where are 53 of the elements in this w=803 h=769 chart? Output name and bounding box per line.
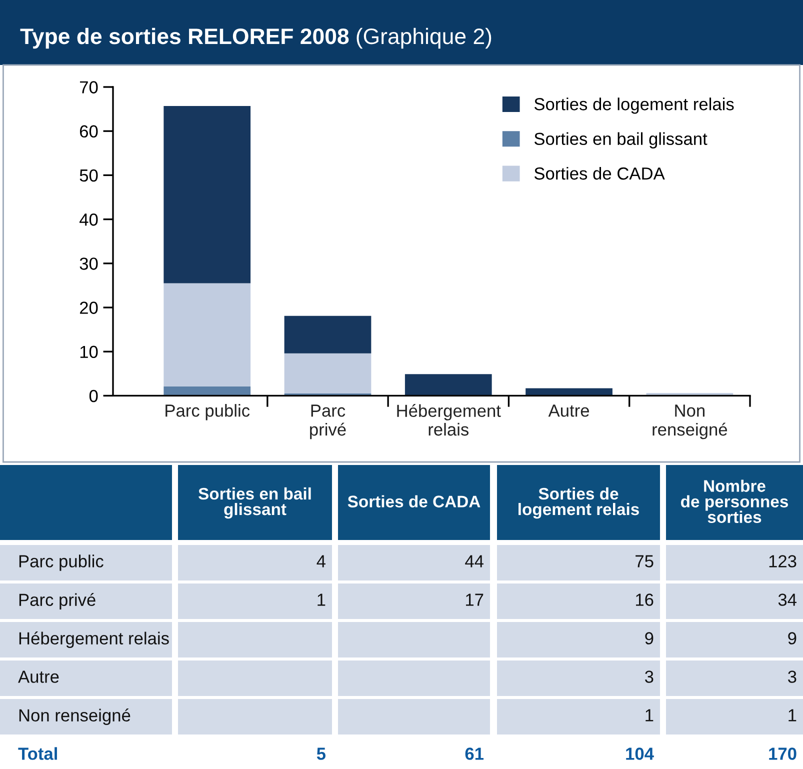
legend-label: Sorties en bail glissant (534, 132, 708, 148)
series-label: Sorties en bail glissant (198, 487, 311, 519)
data-label: 34 (778, 594, 796, 606)
category-label: Hébergement relais (19, 632, 169, 648)
data-label: 3 (645, 670, 654, 683)
data-label: 3 (788, 670, 796, 683)
data-label: 17 (466, 594, 484, 606)
data-label: 9 (788, 632, 796, 644)
x-tick-label: Hébergement relais (397, 404, 501, 436)
legend-label: Sorties de CADA (534, 166, 665, 180)
x-tick-label: Parc public (166, 404, 250, 420)
y-tick-label: 10 (80, 346, 98, 358)
text: Sorties de CADA (348, 495, 480, 508)
bar (284, 316, 372, 354)
series-label: Nombre de personnes sorties (681, 480, 788, 524)
bar (164, 283, 251, 386)
data-label: 1 (318, 594, 326, 606)
category-label: Parc public (19, 554, 104, 571)
data-label: 16 (636, 594, 654, 606)
y-tick-label: 30 (80, 258, 98, 270)
data-label: 104 (626, 748, 654, 760)
series-label: Sorties de logement relais (518, 487, 639, 519)
y-tick-label: 50 (80, 169, 98, 182)
y-tick-label: 60 (80, 125, 98, 138)
x-tick-label: Non renseigné (652, 404, 728, 440)
y-tick-label: 40 (80, 213, 98, 226)
bar (526, 388, 612, 396)
data-label: 9 (645, 632, 654, 644)
legend-label: Sorties de logement relais (534, 98, 734, 114)
category-label: Non renseigné (19, 708, 130, 725)
data-label: 44 (465, 555, 484, 568)
category-label: Parc privé (19, 593, 96, 610)
x-tick-label: Autre (548, 404, 590, 417)
y-tick-label: 20 (80, 302, 98, 314)
data-label: 5 (316, 748, 326, 760)
data-label: 4 (316, 555, 326, 568)
y-tick-label: 0 (89, 390, 98, 402)
category-label: Total (18, 747, 57, 760)
data-label: 1 (788, 709, 796, 722)
data-label: 170 (769, 748, 796, 760)
bar (284, 353, 372, 394)
bar (404, 374, 492, 396)
x-tick-label: Parc privé (310, 404, 346, 440)
data-label: 75 (636, 555, 654, 568)
chart-subtitle: (Graphique 2) (356, 28, 492, 49)
data-label: 123 (769, 555, 796, 568)
bar (164, 386, 251, 396)
category-label: Autre (18, 670, 59, 683)
chart-title: Type de sorties RELOREF 2008 (20, 28, 349, 49)
data-label: 61 (465, 748, 484, 760)
y-tick-label: 70 (80, 81, 98, 94)
data-label: 1 (646, 709, 654, 722)
bar (164, 106, 251, 284)
